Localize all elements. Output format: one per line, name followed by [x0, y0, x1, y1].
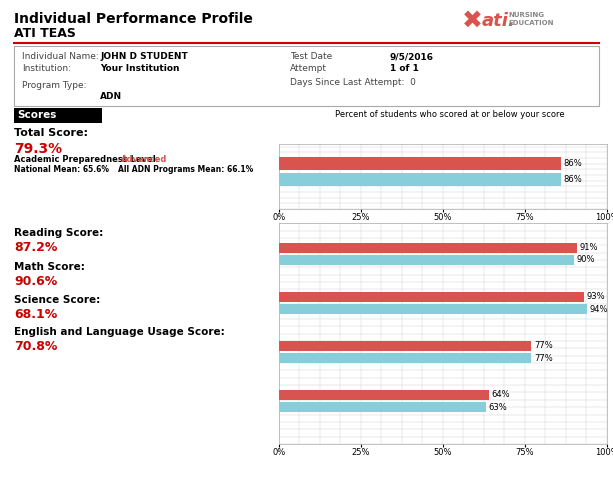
Text: Percent of students who scored at or below your score: Percent of students who scored at or bel… [335, 178, 565, 187]
Text: 90.6%: 90.6% [14, 275, 57, 288]
Bar [279, 242, 577, 253]
Text: Test Date: Test Date [290, 52, 332, 61]
Text: 1 of 1: 1 of 1 [390, 64, 419, 73]
Text: Institution:: Institution: [22, 64, 71, 73]
Text: 70.8%: 70.8% [14, 340, 58, 353]
Text: 77%: 77% [534, 354, 553, 362]
Text: 90%: 90% [577, 255, 595, 264]
Bar [279, 353, 531, 363]
Bar [279, 341, 531, 351]
Text: Math Score:: Math Score: [14, 262, 85, 272]
Bar [279, 255, 574, 265]
Text: ADN: ADN [100, 92, 122, 101]
Text: Program Type:: Program Type: [22, 81, 86, 90]
Text: 86%: 86% [563, 159, 582, 168]
Text: 68.1%: 68.1% [14, 308, 57, 321]
Text: ati.: ati. [482, 12, 516, 30]
Text: Advanced: Advanced [121, 155, 167, 164]
Text: NURSING: NURSING [508, 12, 544, 18]
Text: 77%: 77% [534, 341, 553, 350]
Text: Individual Name:: Individual Name: [22, 52, 99, 61]
Text: ATI TEAS: ATI TEAS [14, 27, 76, 40]
Text: 91%: 91% [580, 243, 598, 252]
Text: 87.2%: 87.2% [14, 241, 58, 254]
Text: 63%: 63% [488, 403, 507, 412]
Text: EDUCATION: EDUCATION [508, 20, 554, 26]
Text: Reading Score:: Reading Score: [14, 228, 103, 238]
Text: 64%: 64% [492, 390, 510, 399]
Text: National Mean: 65.6%: National Mean: 65.6% [14, 165, 109, 174]
Text: Academic Preparedness Level:: Academic Preparedness Level: [14, 155, 159, 164]
Text: Days Since Last Attempt:  0: Days Since Last Attempt: 0 [290, 78, 416, 87]
Bar [279, 390, 489, 400]
Text: Attempt: Attempt [290, 64, 327, 73]
Bar [279, 157, 561, 170]
Bar [279, 402, 485, 412]
Text: Percent of students who scored at or below your score: Percent of students who scored at or bel… [335, 110, 565, 119]
Text: ✖: ✖ [462, 9, 483, 33]
Bar [14, 46, 599, 106]
Bar [279, 173, 561, 186]
Bar [14, 108, 102, 123]
Text: JOHN D STUDENT: JOHN D STUDENT [100, 52, 188, 61]
Bar [279, 292, 584, 302]
Text: 94%: 94% [590, 305, 608, 313]
Text: Individual Performance Profile: Individual Performance Profile [14, 12, 253, 26]
Text: Science Score:: Science Score: [14, 295, 101, 305]
Text: 93%: 93% [587, 292, 605, 301]
Text: Scores: Scores [17, 110, 56, 120]
Text: All ADN Programs Mean: 66.1%: All ADN Programs Mean: 66.1% [118, 165, 253, 174]
Text: 86%: 86% [563, 175, 582, 184]
Text: English and Language Usage Score:: English and Language Usage Score: [14, 327, 225, 337]
Text: Your Institution: Your Institution [100, 64, 180, 73]
Text: 79.3%: 79.3% [14, 142, 62, 156]
Bar [279, 304, 587, 314]
Text: Total Score:: Total Score: [14, 128, 88, 138]
Text: 9/5/2016: 9/5/2016 [390, 52, 434, 61]
